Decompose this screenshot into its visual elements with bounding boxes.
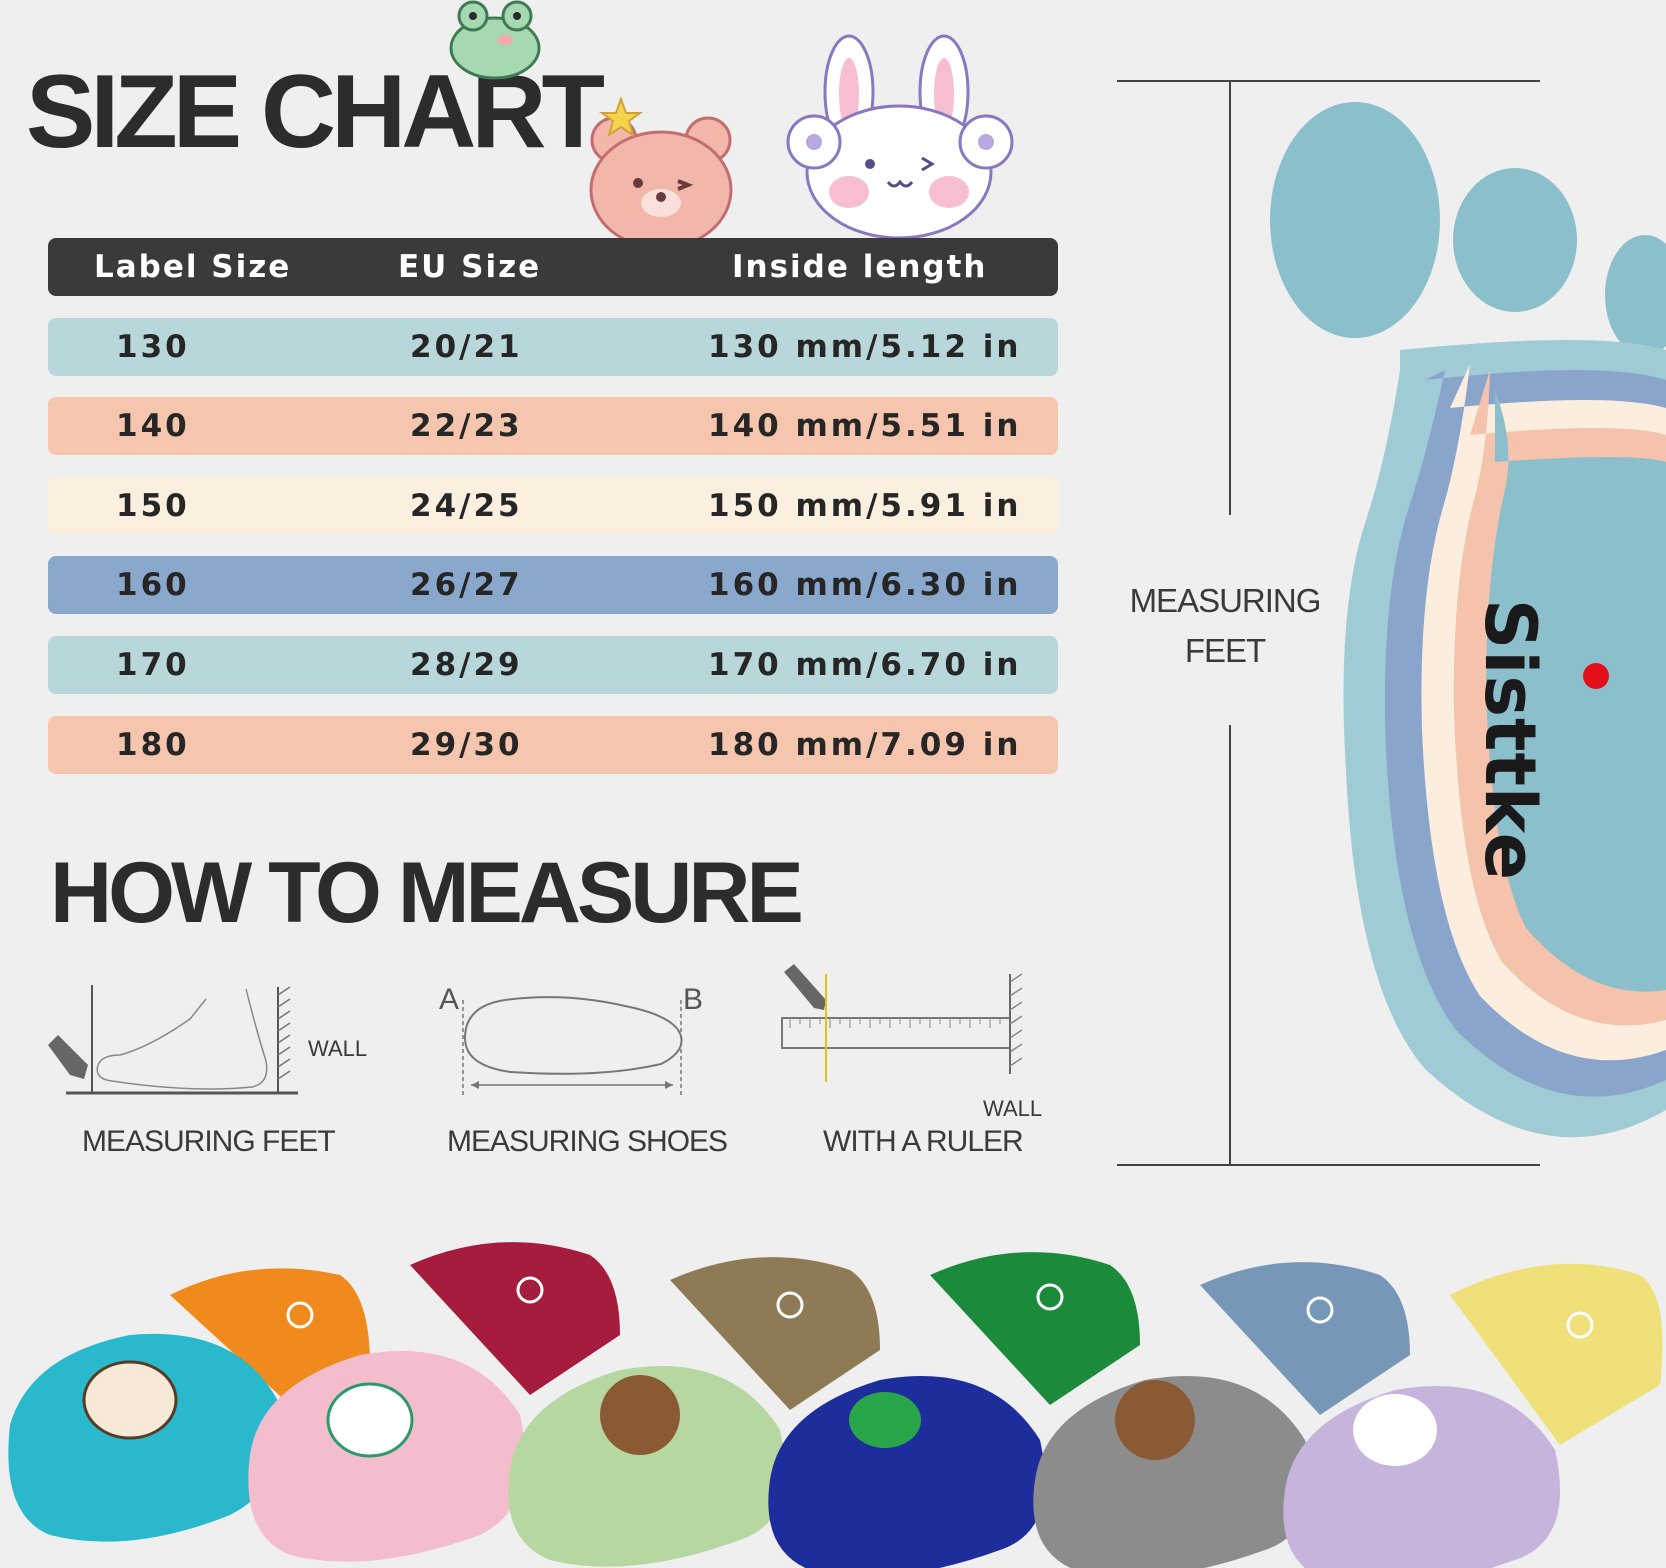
ruler-diagram xyxy=(781,964,1023,1082)
measuring-feet-side-label: MEASURING FEET xyxy=(1120,576,1330,676)
inside-length-cell: 170 mm/6.70 in xyxy=(708,647,1022,683)
table-header: Label Size EU Size Inside length xyxy=(48,238,1058,296)
eu-size-cell: 24/25 xyxy=(410,488,523,524)
measuring-feet-label: MEASURING FEET xyxy=(82,1125,336,1158)
sandals-product-photo xyxy=(8,1242,1663,1568)
point-a-label: A xyxy=(439,983,460,1016)
feet-line: FEET xyxy=(1184,632,1266,669)
measuring-shoes-diagram xyxy=(462,996,683,1098)
header-label-size: Label Size xyxy=(94,249,292,285)
eu-size-cell: 20/21 xyxy=(410,329,523,365)
footprint-illustration xyxy=(1270,102,1666,1138)
table-row: 130 20/21 130 mm/5.12 in xyxy=(48,318,1058,376)
point-b-label: B xyxy=(683,983,704,1016)
measuring-shoes-label: MEASURING SHOES xyxy=(447,1125,728,1158)
brand-logo: Sisttke xyxy=(1469,598,1551,882)
label-size-cell: 160 xyxy=(116,567,190,603)
eu-size-cell: 29/30 xyxy=(410,727,523,763)
bunny-sticker-icon xyxy=(786,34,1014,240)
measuring-line: MEASURING xyxy=(1129,582,1322,619)
label-size-cell: 180 xyxy=(116,727,190,763)
brand-dot-icon xyxy=(1583,663,1609,689)
label-size-cell: 130 xyxy=(116,329,190,365)
with-a-ruler-label: WITH A RULER xyxy=(823,1125,1024,1158)
inside-length-cell: 180 mm/7.09 in xyxy=(708,727,1022,763)
wall-label-feet: WALL xyxy=(308,1036,368,1061)
table-row: 160 26/27 160 mm/6.30 in xyxy=(48,556,1058,614)
header-inside-length: Inside length xyxy=(732,249,988,285)
table-row: 180 29/30 180 mm/7.09 in xyxy=(48,716,1058,774)
frog-sticker-icon xyxy=(449,0,541,80)
eu-size-cell: 22/23 xyxy=(410,408,523,444)
label-size-cell: 170 xyxy=(116,647,190,683)
measuring-feet-diagram xyxy=(48,985,298,1095)
table-row: 140 22/23 140 mm/5.51 in xyxy=(48,397,1058,455)
header-eu-size: EU Size xyxy=(398,249,542,285)
inside-length-cell: 160 mm/6.30 in xyxy=(708,567,1022,603)
inside-length-cell: 140 mm/5.51 in xyxy=(708,408,1022,444)
table-row: 170 28/29 170 mm/6.70 in xyxy=(48,636,1058,694)
label-size-cell: 150 xyxy=(116,488,190,524)
how-to-measure-title: HOW TO MEASURE xyxy=(50,845,804,941)
label-size-cell: 140 xyxy=(116,408,190,444)
wall-label-ruler: WALL xyxy=(983,1096,1043,1121)
bear-sticker-icon xyxy=(589,96,733,250)
eu-size-cell: 28/29 xyxy=(410,647,523,683)
measurement-bracket xyxy=(1117,80,1540,1166)
inside-length-cell: 150 mm/5.91 in xyxy=(708,488,1022,524)
inside-length-cell: 130 mm/5.12 in xyxy=(708,329,1022,365)
eu-size-cell: 26/27 xyxy=(410,567,523,603)
table-row: 150 24/25 150 mm/5.91 in xyxy=(48,477,1058,535)
